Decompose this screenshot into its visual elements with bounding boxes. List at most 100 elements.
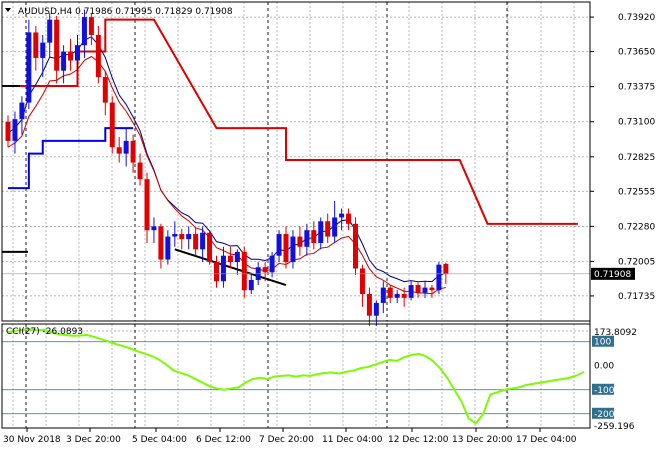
candle-body-28 [200, 232, 206, 250]
time-label-3: 6 Dec 12:00 [196, 435, 251, 445]
red-envelope-line [8, 18, 578, 225]
candle-57 [401, 287, 407, 307]
candle-1 [12, 111, 18, 154]
cci-tick-label-0: 173.8092 [594, 328, 637, 338]
candle-body-58 [408, 285, 414, 298]
candle-body-5 [40, 42, 46, 58]
candle-63 [443, 262, 449, 284]
candle-33 [234, 249, 240, 275]
cci-level-box-3 [592, 383, 614, 395]
candle-52 [366, 287, 372, 326]
candle-body-44 [311, 230, 317, 243]
candle-48 [339, 208, 345, 231]
candle-body-17 [123, 140, 129, 154]
price-tick-label-0: 0.73920 [618, 13, 655, 23]
candle-body-13 [95, 34, 101, 78]
candle-2 [19, 96, 25, 135]
candle-37 [262, 262, 268, 282]
candle-27 [193, 227, 199, 256]
time-label-6: 12 Dec 12:00 [388, 435, 449, 445]
candle-44 [311, 221, 317, 250]
blue-envelope-line [8, 127, 134, 190]
candle-body-45 [318, 221, 324, 243]
candle-body-0 [5, 121, 11, 141]
candle-14 [102, 70, 108, 116]
candle-body-10 [75, 45, 80, 61]
dropdown-triangle-icon[interactable] [5, 8, 11, 12]
candle-18 [130, 134, 136, 173]
candle-body-56 [394, 293, 400, 298]
time-label-8: 17 Dec 04:00 [516, 435, 577, 445]
candle-body-15 [109, 102, 115, 148]
candle-body-33 [234, 251, 240, 263]
candle-31 [220, 246, 226, 288]
candle-59 [415, 282, 421, 298]
candle-11 [81, 9, 87, 58]
cci-tick-label-3: -100 [594, 386, 615, 396]
candle-28 [200, 226, 206, 263]
candle-body-57 [401, 293, 407, 298]
candle-body-61 [429, 287, 435, 291]
cci-level-box-1 [592, 335, 614, 347]
candle-body-2 [19, 102, 25, 120]
candle-15 [109, 96, 115, 154]
candle-54 [380, 281, 386, 314]
candle-body-14 [102, 77, 108, 103]
candle-body-60 [422, 287, 428, 293]
price-tick-label-6: 0.72280 [618, 222, 655, 232]
candle-body-6 [47, 19, 53, 43]
candle-body-51 [359, 268, 365, 294]
candle-30 [214, 255, 219, 288]
cci-tick-label-2: 0.00 [594, 362, 614, 372]
candle-body-16 [116, 147, 122, 154]
candle-body-54 [380, 287, 386, 303]
candle-body-62 [436, 264, 442, 291]
candle-0 [5, 115, 11, 148]
current-price-label: 0.71908 [594, 270, 631, 280]
cci-tick-label-1: 100 [594, 338, 611, 348]
candle-body-48 [339, 213, 345, 218]
cci-tick-label-4: -200 [594, 410, 615, 420]
candle-body-55 [387, 287, 393, 298]
price-tick-label-4: 0.72825 [618, 153, 655, 163]
candle-body-32 [227, 255, 233, 263]
candle-body-20 [144, 179, 150, 231]
candle-20 [144, 172, 150, 243]
candle-55 [387, 285, 393, 303]
candle-body-24 [172, 234, 178, 237]
candle-body-8 [61, 51, 67, 71]
symbol-info: AUDUSD,H4 0.71986 0.71995 0.71829 0.7190… [18, 7, 233, 17]
candle-5 [40, 34, 46, 78]
candle-body-43 [304, 230, 310, 247]
cci-line [7, 328, 585, 425]
candle-body-30 [214, 262, 219, 282]
red-moving-average [7, 55, 446, 295]
candle-body-59 [415, 285, 421, 293]
candle-body-26 [186, 234, 192, 240]
candle-6 [47, 13, 53, 58]
candle-body-22 [158, 226, 164, 260]
candle-38 [269, 251, 275, 278]
candle-body-27 [193, 234, 199, 250]
candle-body-21 [151, 226, 157, 231]
candle-body-3 [26, 32, 32, 103]
cci-level-box-4 [592, 407, 614, 419]
candle-body-12 [88, 17, 94, 35]
price-tick-label-2: 0.73375 [618, 83, 655, 93]
candle-47 [332, 200, 338, 243]
candle-body-42 [297, 236, 303, 247]
candle-body-41 [290, 236, 296, 263]
candle-12 [88, 13, 94, 46]
candle-3 [26, 19, 32, 109]
candle-body-34 [241, 251, 247, 291]
candle-35 [248, 274, 254, 294]
candle-25 [179, 228, 185, 250]
candle-45 [318, 217, 324, 250]
candle-7 [54, 15, 60, 84]
price-tick-label-3: 0.73100 [618, 118, 655, 128]
candle-9 [68, 38, 74, 71]
candle-body-49 [346, 213, 352, 224]
candle-body-1 [12, 119, 18, 141]
